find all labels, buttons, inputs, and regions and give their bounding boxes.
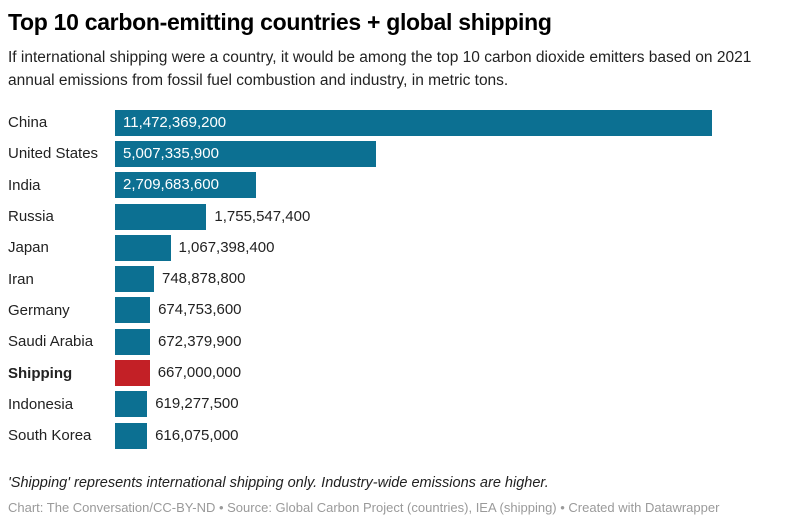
chart-row: Japan 1,067,398,400 (8, 232, 792, 263)
value-label: 1,067,398,400 (178, 238, 275, 256)
category-label: Russia (8, 208, 54, 226)
chart-row: Shipping 667,000,000 (8, 357, 792, 388)
value-label: 1,755,547,400 (214, 207, 311, 225)
chart-rows: China 11,472,369,200 United States 5,007,33… (8, 107, 792, 451)
category-label: South Korea (8, 427, 92, 445)
value-label: 667,000,000 (157, 364, 242, 382)
category-label: Indonesia (8, 395, 74, 413)
value-label: 11,472,369,200 (123, 113, 227, 131)
bar (115, 391, 148, 418)
bar (115, 422, 148, 449)
category-label: India (8, 176, 41, 194)
value-label: 674,753,600 (158, 301, 242, 319)
credit-line: Chart: The Conversation/CC-BY-ND • Sourc… (8, 500, 720, 516)
chart-row: Russia 1,755,547,400 (8, 201, 792, 232)
bar: 2,709,683,600 (115, 172, 256, 199)
bar-chart: China 11,472,369,200 United States 5,007,33… (8, 107, 792, 451)
value-label: 672,379,900 (158, 332, 242, 350)
category-label: China (8, 114, 48, 132)
category-label: United States (8, 145, 99, 163)
value-label: 748,878,800 (162, 270, 246, 288)
chart-row: South Korea 616,075,000 (8, 420, 792, 451)
category-label: Saudi Arabia (8, 333, 94, 351)
bar-area: 5,007,335,900 (115, 140, 792, 167)
chart-row: China 11,472,369,200 (8, 107, 792, 138)
chart-row: Iran 748,878,800 (8, 263, 792, 294)
bar-area: 2,709,683,600 (115, 172, 792, 199)
category-label: Germany (8, 301, 70, 319)
chart-subtitle: If international shipping were a country… (8, 49, 752, 89)
chart-row: Germany 674,753,600 (8, 295, 792, 326)
category-label: Shipping (8, 364, 73, 382)
bar: 11,472,369,200 (115, 109, 712, 136)
bar-area: 1,755,547,400 (115, 203, 792, 230)
chart-row: Saudi Arabia 672,379,900 (8, 326, 792, 357)
bar (115, 234, 171, 261)
chart-row: Indonesia 619,277,500 (8, 389, 792, 420)
page-title: Top 10 carbon-emitting countries + globa… (8, 9, 552, 35)
bar-area: 1,067,398,400 (115, 234, 792, 261)
bar: 5,007,335,900 (115, 140, 376, 167)
bar-highlight (115, 360, 150, 387)
bar-area: 748,878,800 (115, 266, 792, 293)
category-label: Iran (8, 270, 34, 288)
bar-area: 674,753,600 (115, 297, 792, 324)
value-label: 619,277,500 (155, 395, 239, 413)
value-label: 2,709,683,600 (123, 176, 219, 194)
bar (115, 203, 207, 230)
bar-area: 672,379,900 (115, 328, 792, 355)
bar-area: 619,277,500 (115, 391, 792, 418)
chart-row: United States 5,007,335,900 (8, 138, 792, 169)
bar-area: 616,075,000 (115, 422, 792, 449)
value-label: 616,075,000 (155, 426, 239, 444)
chart-row: India 2,709,683,600 (8, 170, 792, 201)
bar (115, 328, 150, 355)
category-label: Japan (8, 239, 49, 257)
bar-area: 11,472,369,200 (115, 109, 792, 136)
bar-area: 667,000,000 (115, 360, 792, 387)
value-label: 5,007,335,900 (123, 144, 219, 162)
footnote: 'Shipping' represents international ship… (8, 475, 549, 492)
bar (115, 297, 151, 324)
bar (115, 266, 154, 293)
